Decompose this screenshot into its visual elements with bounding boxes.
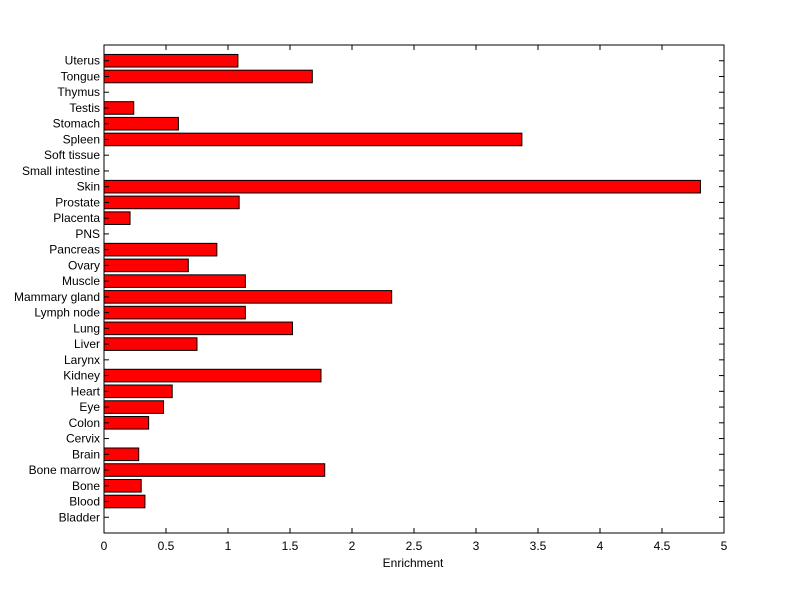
plot-area xyxy=(104,45,724,533)
bar-spleen xyxy=(103,132,523,147)
y-tick-label: Spleen xyxy=(63,132,100,146)
y-tick-label: Heart xyxy=(71,384,101,398)
x-axis-title: Enrichment xyxy=(383,556,444,570)
y-tick-label: Bone xyxy=(72,479,100,493)
y-tick-label: Lung xyxy=(73,321,100,335)
bar-pancreas xyxy=(103,242,218,257)
y-tick-label: Eye xyxy=(79,400,100,414)
y-tick-label: Kidney xyxy=(63,369,100,383)
y-tick-label: Placenta xyxy=(53,211,100,225)
y-tick-label: Uterus xyxy=(65,54,100,68)
x-tick-label: 1.5 xyxy=(282,539,299,553)
y-tick-label: Small intestine xyxy=(22,164,100,178)
x-tick-label: 4 xyxy=(597,539,604,553)
y-tick-label: Soft tissue xyxy=(44,148,100,162)
bar-bone-marrow xyxy=(103,463,326,477)
y-tick-label: Thymus xyxy=(57,85,100,99)
bar-kidney xyxy=(103,368,322,383)
y-tick-label: PNS xyxy=(75,227,100,241)
y-tick-label: Brain xyxy=(72,447,100,461)
x-tick-label: 2 xyxy=(349,539,356,553)
x-tick-label: 4.5 xyxy=(654,539,671,553)
x-tick-label: 3.5 xyxy=(530,539,547,553)
y-tick-label: Larynx xyxy=(64,353,100,367)
x-tick-label: 0.5 xyxy=(158,539,175,553)
y-tick-label: Lymph node xyxy=(34,306,100,320)
y-tick-label: Stomach xyxy=(53,117,100,131)
bar-stomach xyxy=(103,116,179,131)
y-tick-label: Blood xyxy=(69,495,100,509)
y-tick-label: Testis xyxy=(69,101,100,115)
y-tick-label: Colon xyxy=(69,416,100,430)
bar-muscle xyxy=(103,274,246,288)
y-tick-label: Muscle xyxy=(62,274,100,288)
bar-heart xyxy=(103,384,173,399)
y-tick-label: Ovary xyxy=(68,258,100,272)
bar-colon xyxy=(103,416,150,430)
y-tick-label: Skin xyxy=(77,180,100,194)
y-tick-label: Tongue xyxy=(61,69,101,83)
x-tick-label: 1 xyxy=(225,539,232,553)
bar-blood xyxy=(103,494,146,509)
bar-bone xyxy=(103,478,142,493)
x-tick-label: 3 xyxy=(473,539,480,553)
bar-liver xyxy=(103,337,198,351)
x-tick-label: 5 xyxy=(721,539,728,553)
bar-ovary xyxy=(103,258,189,273)
x-axis: 0 0.5 1 1.5 2 2.5 3 3.5 4 4.5 5 xyxy=(101,45,728,553)
x-tick-label: 0 xyxy=(101,539,108,553)
y-tick-label: Bladder xyxy=(59,510,100,524)
bar-uterus xyxy=(103,53,239,68)
bar-lung xyxy=(103,321,293,336)
y-tick-label: Mammary gland xyxy=(14,290,100,304)
bar-mammary-gland xyxy=(103,290,393,304)
bar-skin xyxy=(103,179,701,194)
bar-lymph-node xyxy=(103,305,246,320)
y-tick-label: Cervix xyxy=(66,432,100,446)
bar-brain xyxy=(103,447,140,462)
y-tick-label: Bone marrow xyxy=(29,463,101,477)
bar-tongue xyxy=(103,69,313,84)
bar-prostate xyxy=(103,195,240,210)
y-tick-label: Pancreas xyxy=(49,243,100,257)
x-tick-label: 2.5 xyxy=(406,539,423,553)
bar-eye xyxy=(103,400,165,414)
y-tick-label: Liver xyxy=(74,337,100,351)
y-tick-label: Prostate xyxy=(55,195,100,209)
